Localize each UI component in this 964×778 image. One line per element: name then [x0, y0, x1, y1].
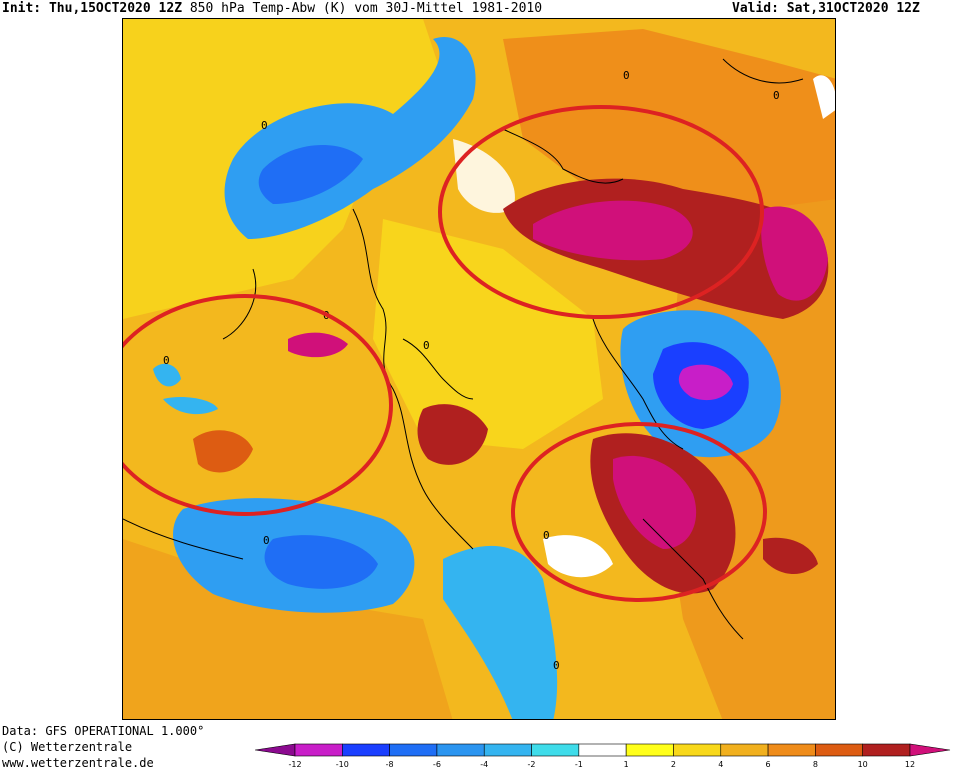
colorbar-tick-label: 12 [904, 760, 916, 769]
neutral-zone-north [453, 139, 515, 213]
colorbar-tick-label: 10 [857, 760, 868, 769]
header-left: Init: Thu,15OCT2020 12Z 850 hPa Temp-Abw… [2, 0, 542, 18]
neutral-zone-east [813, 75, 835, 119]
colorbar-box [767, 743, 816, 757]
anomaly-map: 0 0 0 0 0 0 0 0 0 [122, 18, 836, 720]
coastline-7 [123, 518, 244, 560]
colorbar-svg [254, 743, 951, 757]
colorbar-box [673, 743, 722, 757]
coastline-3 [502, 128, 624, 184]
contour-label: 0 [423, 339, 430, 352]
valid-time: Valid: Sat,31OCT2020 12Z [732, 1, 920, 16]
warm-anomaly-asia-core [533, 200, 693, 261]
colorbar-box [436, 743, 485, 757]
neutral-zone-europe [543, 535, 613, 578]
cold-anomaly-arctic-core [258, 145, 363, 204]
chart-title: 850 hPa Temp-Abw (K) vom 30J-Mittel 1981… [189, 1, 543, 16]
init-label: Init: [2, 1, 42, 16]
coastline-5 [642, 518, 744, 640]
colorbar-tick-label: -1 [574, 760, 583, 769]
contour-label: 0 [261, 119, 268, 132]
contour-label: 0 [163, 354, 170, 367]
contour-label: 0 [263, 534, 270, 547]
colorbar-box [483, 743, 532, 757]
colorbar-tick-label: -4 [480, 760, 489, 769]
coastline-6 [222, 268, 257, 340]
yellow-field-center [373, 219, 603, 449]
cold-anomaly-russia-center [678, 364, 733, 401]
colorbar-arrow-left [254, 743, 296, 757]
highlight-ellipse-north-asia [438, 105, 764, 319]
warm-anomaly-greenland [417, 404, 488, 465]
colorbar-box [294, 743, 343, 757]
coastline-2 [402, 338, 474, 400]
colorbar-box [720, 743, 769, 757]
cold-anomaly-pacific-core [264, 535, 378, 589]
colorbar-box [862, 743, 911, 757]
colorbar-tick-label: -10 [335, 760, 349, 769]
colorbar-tick-label: 8 [812, 760, 818, 769]
anomaly-map-svg: 0 0 0 0 0 0 0 0 0 [123, 19, 835, 719]
coastlines [123, 58, 804, 640]
highlight-ellipse-europe [511, 422, 767, 602]
colorbar-arrow-right [909, 743, 951, 757]
init-date: Thu,15OCT2020 12Z [48, 1, 183, 16]
warm-anomaly-us [193, 430, 253, 473]
copyright: (C) Wetterzentrale [2, 740, 133, 754]
contour-label: 0 [773, 89, 780, 102]
cold-anomaly-atlantic [443, 545, 558, 719]
contour-label: 0 [543, 529, 550, 542]
website[interactable]: www.wetterzentrale.de [2, 756, 154, 770]
colorbar-tick-label: 1 [623, 760, 629, 769]
colorbar-tick-label: 6 [765, 760, 771, 769]
warm-anomaly-east-core [761, 206, 828, 301]
data-source: Data: GFS OPERATIONAL 1.000° [2, 724, 205, 738]
cold-anomaly-labrador [163, 397, 218, 415]
colorbar-box [389, 743, 438, 757]
colorbar-box [342, 743, 390, 757]
coastline-1 [352, 208, 474, 550]
highlight-ellipses [123, 105, 767, 602]
colorbar: -12 -10 -8 -6 -4 -2 -1 1 2 4 6 8 10 12 [254, 740, 964, 778]
warm-anomaly-europe-core [613, 455, 697, 549]
orange-band-north [503, 29, 835, 219]
coastline-4 [592, 318, 684, 450]
colorbar-tick-label: -6 [432, 760, 441, 769]
warm-anomaly-canada [288, 332, 348, 358]
colorbar-tick-label: 2 [670, 760, 676, 769]
coastline-8 [722, 58, 804, 84]
colorbar-tick-label: -12 [288, 760, 302, 769]
colorbar-box [625, 743, 674, 757]
contour-label: 0 [623, 69, 630, 82]
contour-label: 0 [553, 659, 560, 672]
colorbar-tick-label: -2 [527, 760, 536, 769]
colorbar-tick-label: 4 [718, 760, 724, 769]
colorbar-box [531, 743, 580, 757]
colorbar-box [815, 743, 863, 757]
cold-anomaly-greenland-west [153, 363, 181, 387]
warm-anomaly-middle-east [763, 537, 818, 575]
colorbar-tick-label: -8 [385, 760, 394, 769]
highlight-ellipse-north-america [123, 294, 393, 516]
colorbar-box [578, 743, 627, 757]
